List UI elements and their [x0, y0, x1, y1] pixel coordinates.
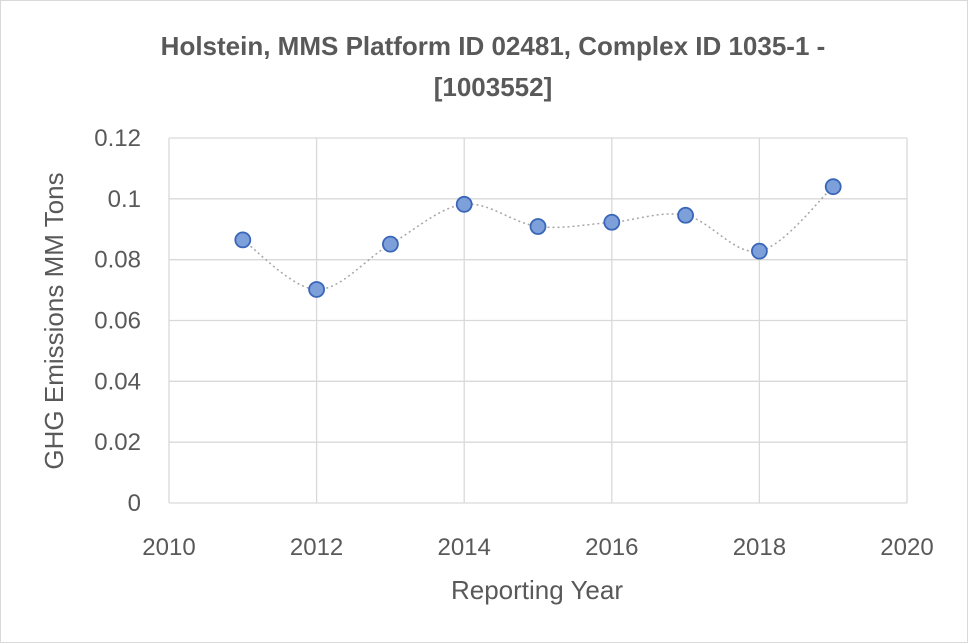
series-line: [242, 186, 834, 291]
y-axis-label: GHG Emissions MM Tons: [39, 172, 69, 469]
data-point-2011: [234, 231, 252, 249]
data-point-2016: [603, 213, 621, 231]
chart-title-line-1: Holstein, MMS Platform ID 02481, Complex…: [161, 31, 826, 61]
x-tick-label: 2020: [880, 534, 933, 561]
tick-labels: 0 0.02 0.04 0.06 0.08 0.1 0.12 2010 2012 2014 2016…: [94, 125, 933, 561]
x-tick-label: 2018: [733, 534, 786, 561]
x-axis-label: Reporting Year: [451, 575, 623, 605]
data-point-2017: [677, 206, 694, 224]
x-tick-label: 2012: [290, 534, 343, 561]
y-tick-label: 0.1: [108, 186, 141, 213]
y-tick-label: 0: [128, 490, 141, 517]
y-tick-label: 0.02: [94, 429, 141, 456]
x-tick-label: 2014: [438, 534, 491, 561]
data-point-2014: [455, 195, 473, 213]
data-point-2012: [308, 281, 326, 298]
data-point-2013: [381, 235, 399, 253]
y-tick-label: 0.08: [94, 247, 141, 274]
grid-layer: [168, 137, 908, 504]
y-tick-label: 0.06: [94, 308, 141, 335]
y-tick-label: 0.12: [94, 125, 141, 152]
chart-title-line-2: [1003552]: [434, 72, 553, 102]
data-point-2015: [529, 218, 547, 235]
x-tick-label: 2016: [585, 534, 638, 561]
data-points: [234, 178, 842, 298]
x-tick-label: 2010: [142, 534, 195, 561]
y-tick-label: 0.04: [94, 368, 141, 395]
data-point-2019: [824, 178, 842, 196]
data-point-2018: [751, 242, 768, 260]
